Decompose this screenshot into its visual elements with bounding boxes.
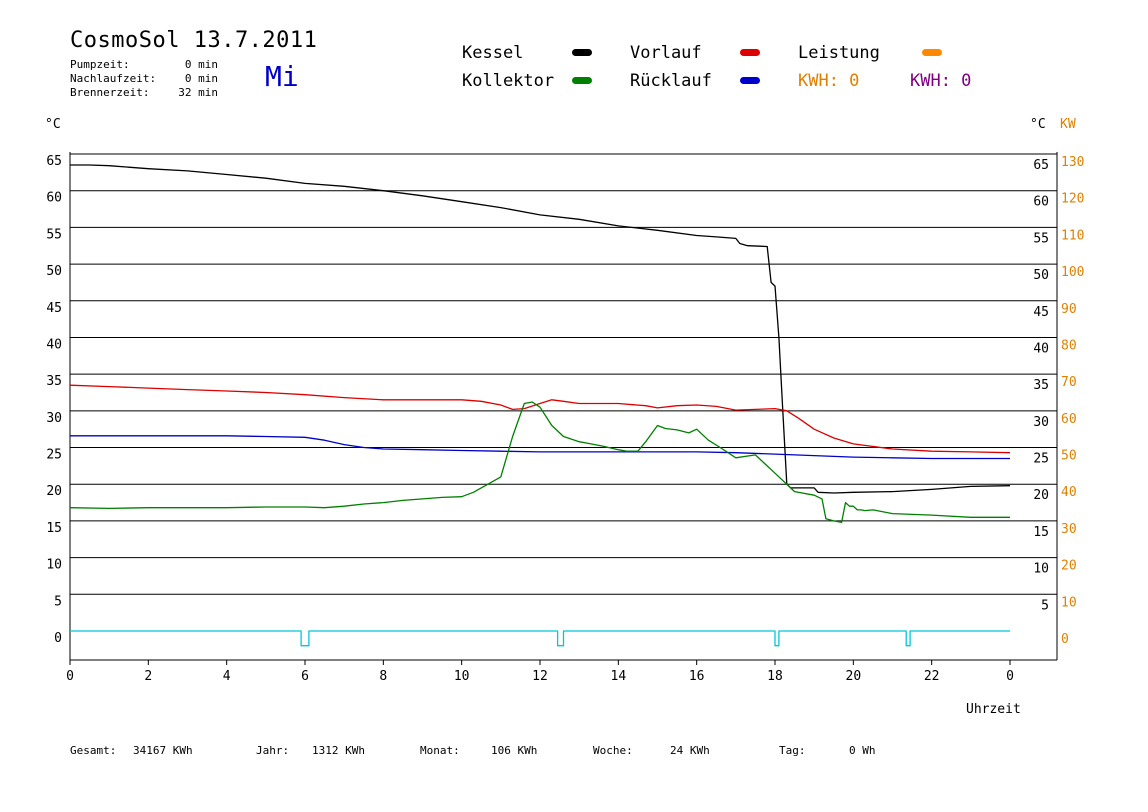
y-right-tick-label: 20 [1033,488,1049,503]
y2-tick-label: 10 [1061,595,1077,610]
x-tick-label: 18 [767,669,783,684]
x-tick-label: 0 [66,669,74,684]
kwh-purple-label: KWH: 0 [910,71,972,91]
y2-tick-label: 60 [1061,412,1077,427]
stat-gesamt-label: Gesamt: [70,744,117,757]
kwh-orange-label: KWH: 0 [798,71,860,91]
y-tick-label: 45 [46,301,62,316]
stat-monat-value: 106 KWh [491,744,538,757]
legend-vorlauf-swatch [740,49,760,56]
y2-tick-label: 70 [1061,375,1077,390]
pumpzeit-label: Pumpzeit: [70,58,130,71]
legend-kollektor-label: Kollektor [462,71,555,91]
chart-title: CosmoSol 13.7.2011 [70,28,318,53]
y-tick-label: 55 [46,227,62,242]
series-line-leistung [70,630,1010,647]
x-tick-label: 20 [846,669,862,684]
y-right-tick-label: 55 [1033,231,1049,246]
y-tick-label: 10 [46,558,62,573]
y-right-tick-label: 30 [1033,415,1049,430]
legend-leistung-swatch [922,49,942,56]
y-tick-label: 60 [46,191,62,206]
nachlaufzeit-label: Nachlaufzeit: [70,72,157,85]
x-tick-label: 10 [454,669,470,684]
y-tick-label: 15 [46,521,62,536]
y2-tick-label: 110 [1061,228,1084,243]
y-right-tick-label: 50 [1033,268,1049,283]
x-tick-label: 16 [689,669,705,684]
y2-tick-label: 30 [1061,522,1077,537]
y-right-tick-label: 45 [1033,305,1049,320]
left-axis-unit: °C [45,117,61,132]
series-line-vorlauf [69,384,1011,454]
pumpzeit-value: 0 min [184,58,218,71]
stat-woche-label: Woche: [593,744,633,757]
legend-kessel-label: Kessel [462,43,524,63]
series-line-kollektor [69,401,1010,524]
y2-tick-label: 100 [1061,265,1084,280]
x-tick-label: 12 [532,669,548,684]
x-axis-label: Uhrzeit [966,702,1021,717]
series-line-kessel [70,164,1011,494]
y-right-tick-label: 35 [1033,378,1049,393]
y-tick-label: 40 [46,337,62,352]
stat-jahr-value: 1312 KWh [312,744,365,757]
y-right-tick-label: 15 [1033,525,1049,540]
brennerzeit-value: 32 min [178,86,218,99]
x-tick-label: 22 [924,669,940,684]
y-right-tick-label: 5 [1041,598,1049,613]
stat-tag-value: 0 Wh [849,744,876,757]
legend-ruecklauf-swatch [740,77,760,84]
y2-tick-label: 40 [1061,485,1077,500]
stat-woche-value: 24 KWh [670,744,710,757]
series-line-r-cklauf [70,435,1010,460]
y-tick-label: 65 [46,154,62,169]
right-axis-unit-celsius: °C [1030,117,1046,132]
y2-tick-label: 80 [1061,338,1077,353]
stat-gesamt-value: 34167 KWh [133,744,193,757]
stat-tag-label: Tag: [779,744,806,757]
y-right-tick-label: 25 [1033,452,1049,467]
y2-tick-label: 20 [1061,559,1077,574]
y-right-tick-label: 40 [1033,341,1049,356]
y2-tick-label: 90 [1061,302,1077,317]
legend-leistung-label: Leistung [798,43,880,63]
y-tick-label: 5 [54,594,62,609]
legend-vorlauf-label: Vorlauf [630,43,702,63]
y-tick-label: 50 [46,264,62,279]
nachlaufzeit-value: 0 min [184,72,218,85]
y-tick-label: 0 [54,631,62,646]
y2-tick-label: 50 [1061,449,1077,464]
legend-ruecklauf-label: Rücklauf [630,71,712,91]
y-right-tick-label: 60 [1033,195,1049,210]
x-tick-label: 8 [379,669,387,684]
brennerzeit-label: Brennerzeit: [70,86,150,99]
legend-kessel-swatch [572,49,592,56]
y-right-tick-label: 65 [1033,158,1049,173]
y-right-tick-label: 10 [1033,562,1049,577]
x-tick-label: 2 [144,669,152,684]
stat-monat-label: Monat: [420,744,460,757]
y2-tick-label: 0 [1061,632,1069,647]
legend-kollektor-swatch [572,77,592,84]
stat-jahr-label: Jahr: [256,744,290,757]
right-axis-unit-kw: KW [1060,117,1076,132]
y-tick-label: 30 [46,411,62,426]
x-tick-label: 4 [223,669,231,684]
y2-tick-label: 120 [1061,192,1084,207]
y-tick-label: 25 [46,448,62,463]
x-tick-label: 14 [611,669,627,684]
weekday-label: Mi [265,60,299,93]
x-tick-label: 0 [1006,669,1014,684]
y-tick-label: 20 [46,484,62,499]
x-tick-label: 6 [301,669,309,684]
y-tick-label: 35 [46,374,62,389]
y2-tick-label: 130 [1061,155,1084,170]
